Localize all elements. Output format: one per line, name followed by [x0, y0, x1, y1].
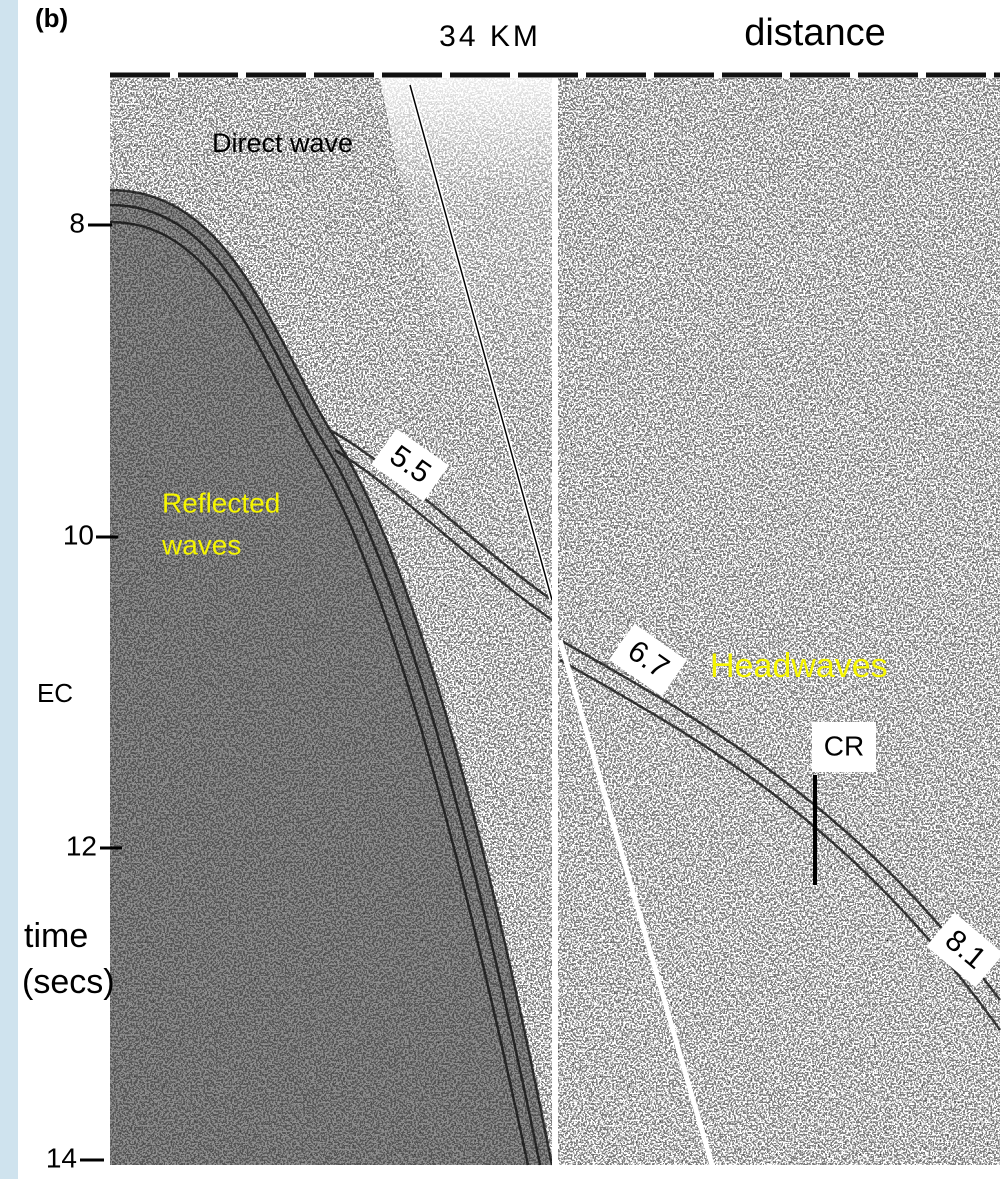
time-caption: (secs) [22, 963, 115, 1001]
panel-label: (b) [35, 3, 68, 33]
station-label: EC [37, 678, 73, 708]
seismic-section [110, 75, 1000, 1165]
time-tick-label: 12 [66, 830, 97, 861]
reflected-label: waves [161, 529, 241, 560]
time-tick-label: 8 [69, 207, 85, 238]
distance-label: 34 KM [439, 20, 541, 53]
time-caption: time [24, 917, 88, 955]
direct-wave-label: Direct wave [212, 128, 353, 158]
headwaves-label: Headwaves [710, 647, 888, 685]
figure: 8 10 12 14 EC (b) 34 KM distance time (s… [0, 0, 1004, 1179]
time-axis: 8 10 12 14 EC [37, 207, 122, 1173]
cr-label: CR [824, 730, 864, 761]
time-tick-label: 10 [63, 519, 94, 550]
reflected-label: Reflected [162, 487, 280, 518]
side-strip [0, 0, 18, 1179]
distance-caption: distance [744, 12, 886, 54]
time-tick-label: 14 [46, 1142, 77, 1173]
